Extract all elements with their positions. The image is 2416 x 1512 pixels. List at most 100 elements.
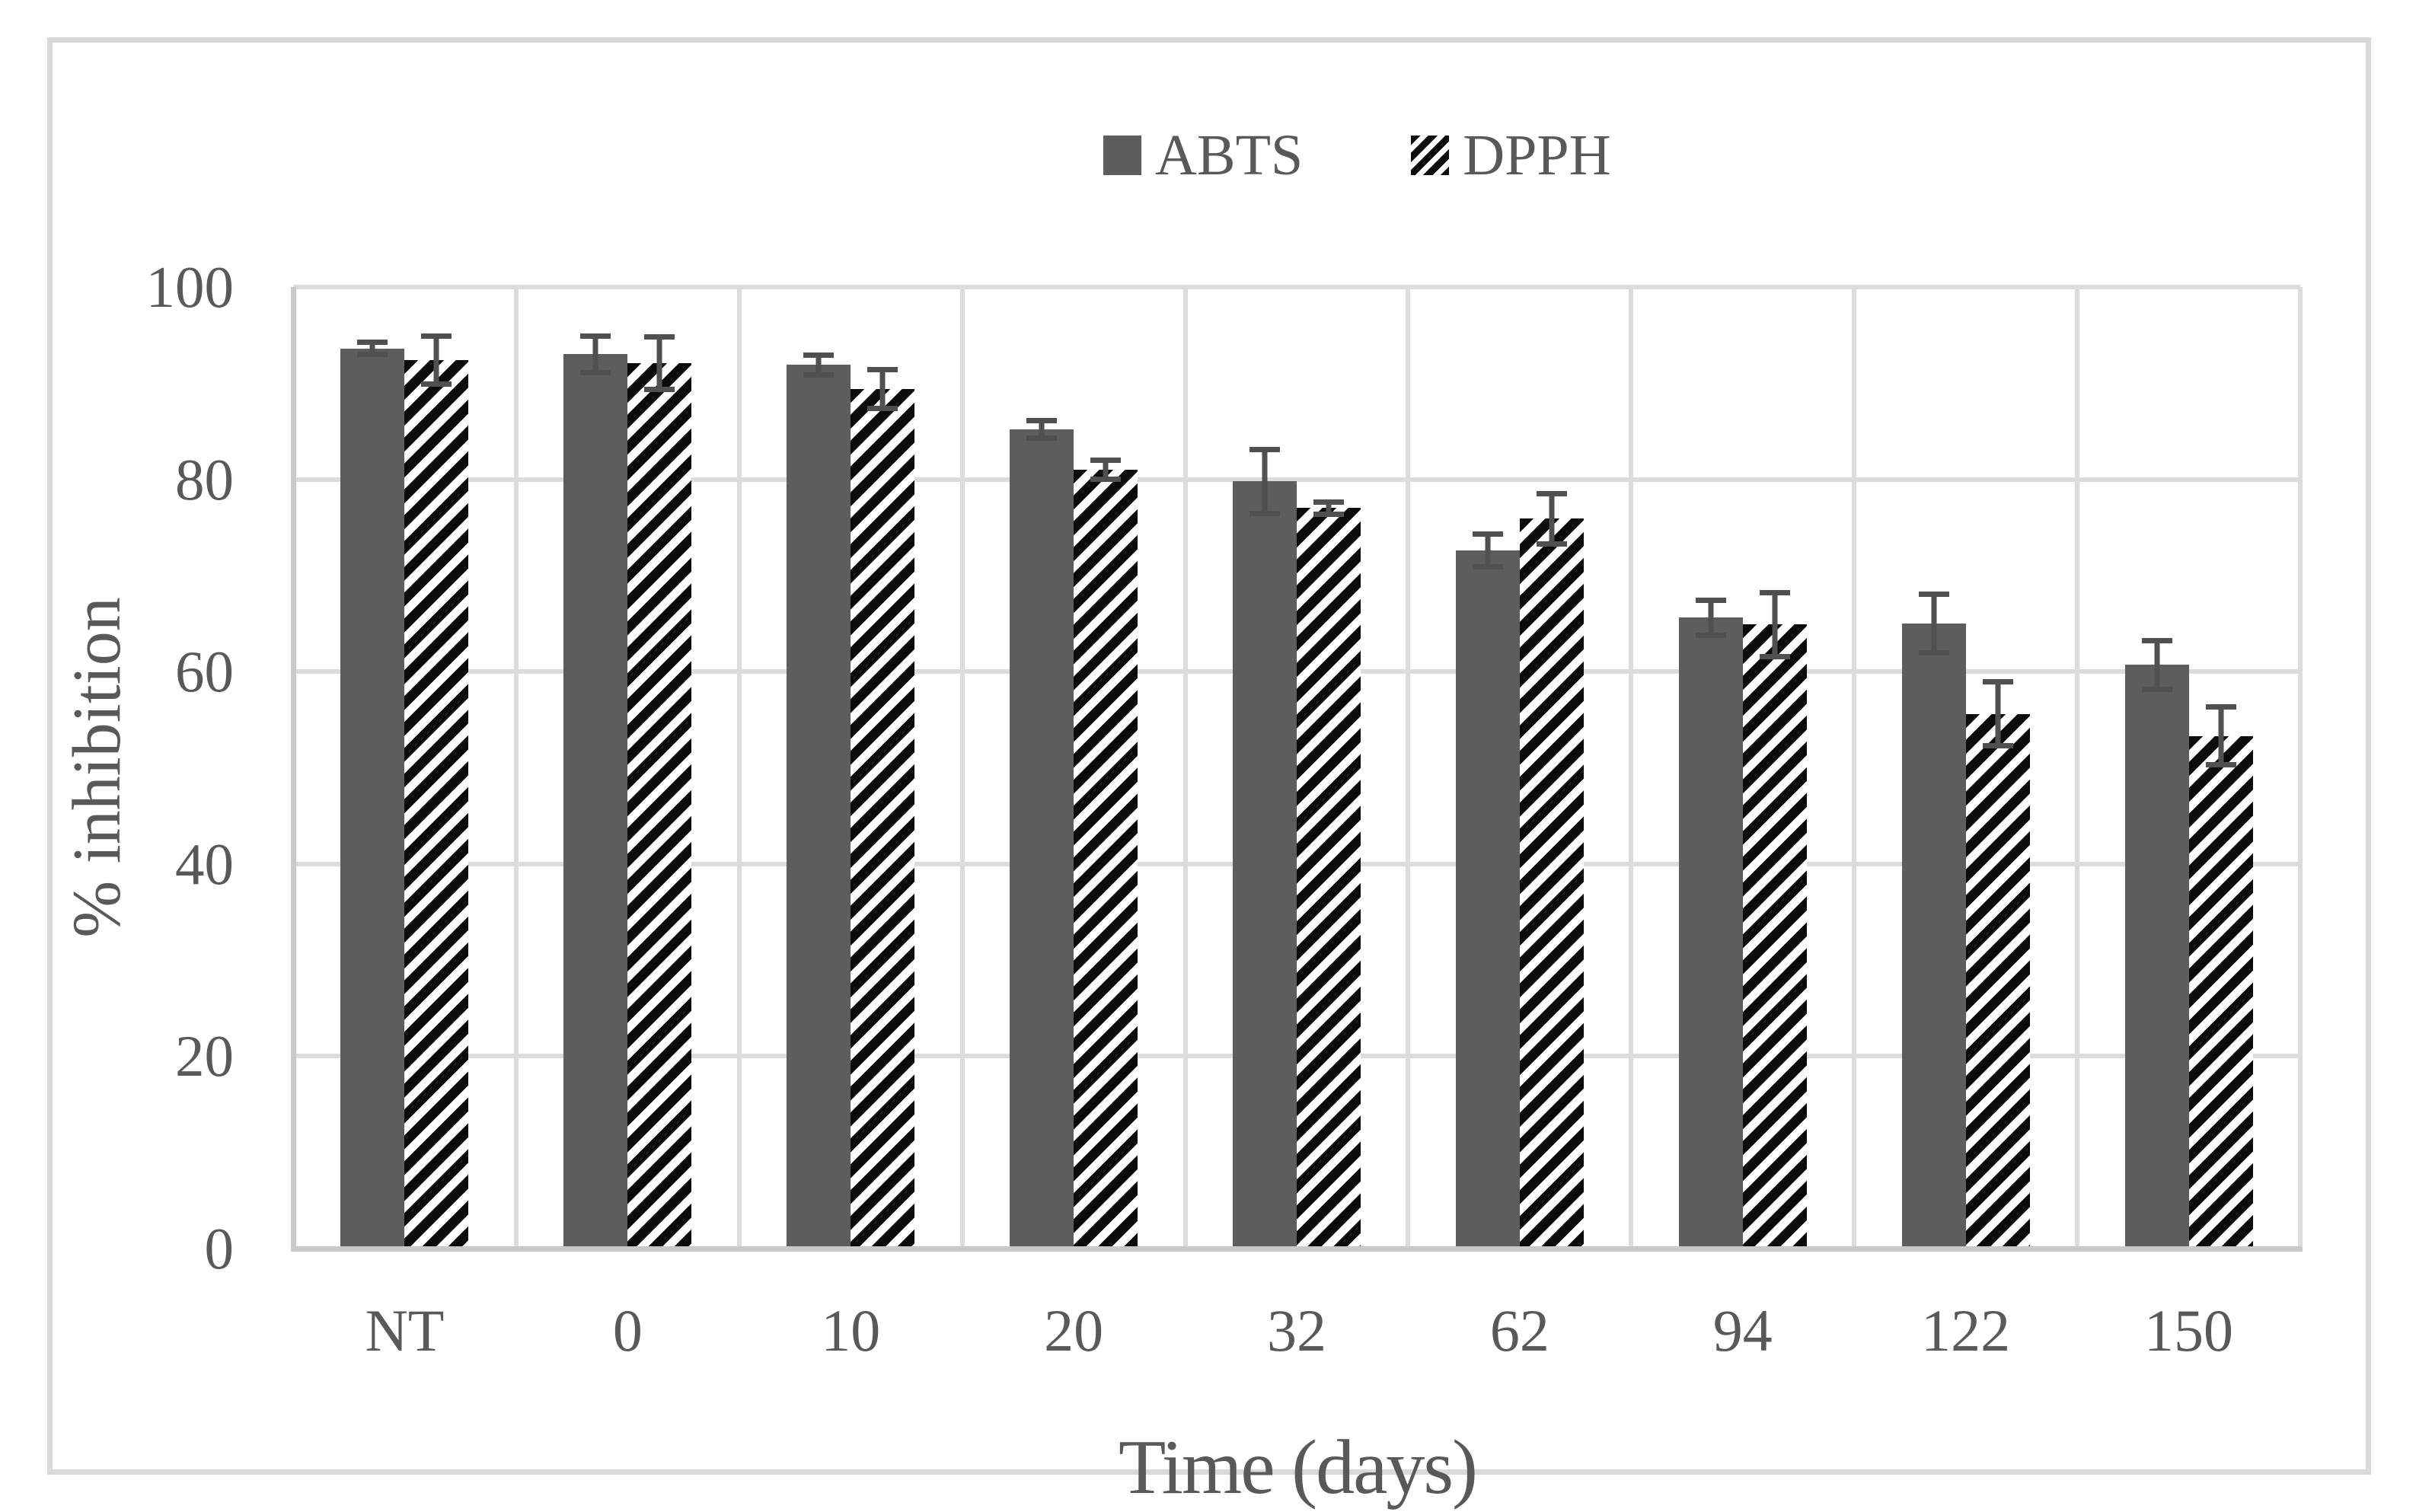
errorbar-part: [1695, 597, 1726, 603]
errorbar-part: [803, 352, 835, 358]
errorbar-part: [1536, 541, 1567, 547]
errorbar-part: [1026, 435, 1058, 442]
errorbar-part: [2154, 637, 2160, 692]
gridline-x-1: [513, 287, 519, 1249]
errorbar-abts-0: [580, 333, 611, 376]
errorbar-dpph-NT: [421, 333, 452, 388]
bar-abts-NT: [340, 348, 405, 1249]
errorbar-abts-94: [1695, 597, 1726, 638]
x-tick-label-NT: NT: [365, 1297, 445, 1364]
y-tick-label-20: 20: [175, 1023, 234, 1089]
errorbar-part: [1995, 679, 2001, 749]
errorbar-part: [815, 352, 822, 378]
errorbar-dpph-10: [867, 366, 898, 411]
bar-abts-20: [1010, 429, 1074, 1249]
errorbar-part: [1249, 446, 1280, 452]
legend-item-dpph: DPPH: [1411, 117, 1611, 193]
gridline-x-6: [1629, 287, 1634, 1249]
errorbar-part: [1982, 743, 2013, 749]
x-axis-title: Time (days): [1118, 1424, 1478, 1510]
legend-swatch-solid-icon: [1103, 136, 1141, 175]
errorbar-part: [803, 372, 835, 378]
x-tick-label-20: 20: [1044, 1297, 1104, 1364]
errorbar-part: [2141, 686, 2172, 692]
errorbar-part: [2218, 704, 2224, 768]
errorbar-part: [1026, 417, 1058, 423]
errorbar-part: [1536, 490, 1567, 496]
bar-abts-0: [563, 354, 628, 1249]
gridline-y-80: [293, 477, 2300, 482]
errorbar-part: [1262, 446, 1268, 516]
x-tick-label-94: 94: [1712, 1297, 1773, 1364]
legend: ABTS DPPH: [1103, 116, 1611, 195]
x-tick-label-150: 150: [2144, 1297, 2234, 1364]
bar-dpph-NT: [404, 359, 469, 1249]
x-tick-label-62: 62: [1489, 1297, 1549, 1364]
errorbar-part: [1759, 653, 1790, 659]
errorbar-part: [1708, 597, 1714, 638]
legend-swatch-hatched-icon: [1411, 136, 1450, 175]
errorbar-part: [1982, 679, 2013, 685]
bar-dpph-32: [1297, 508, 1361, 1249]
errorbar-abts-150: [2141, 637, 2172, 692]
errorbar-part: [2141, 637, 2172, 643]
y-tick-label-80: 80: [175, 446, 234, 512]
errorbar-part: [1695, 632, 1726, 638]
errorbar-part: [1313, 499, 1344, 506]
x-tick-label-32: 32: [1266, 1297, 1326, 1364]
errorbar-part: [369, 340, 375, 358]
errorbar-dpph-20: [1090, 457, 1122, 483]
y-tick-label-100: 100: [145, 254, 235, 320]
errorbar-part: [1090, 457, 1122, 463]
errorbar-dpph-32: [1313, 499, 1344, 517]
errorbar-abts-20: [1026, 417, 1058, 442]
errorbar-part: [580, 370, 611, 376]
x-tick-label-122: 122: [1921, 1297, 2011, 1364]
errorbar-part: [592, 333, 598, 376]
bar-dpph-0: [627, 362, 692, 1249]
y-axis-line: [291, 287, 296, 1249]
errorbar-part: [1249, 510, 1280, 516]
errorbar-part: [867, 405, 898, 411]
y-tick-label-40: 40: [175, 831, 234, 897]
errorbar-part: [1549, 490, 1555, 547]
errorbar-part: [1039, 417, 1045, 442]
bar-dpph-94: [1742, 624, 1807, 1249]
gridline-x-9: [2298, 287, 2303, 1249]
gridline-x-2: [736, 287, 742, 1249]
errorbar-part: [1772, 589, 1778, 659]
bar-dpph-10: [851, 388, 915, 1249]
errorbar-abts-32: [1249, 446, 1280, 516]
errorbar-part: [1918, 592, 1949, 598]
errorbar-abts-62: [1472, 531, 1503, 570]
bar-dpph-20: [1074, 469, 1138, 1249]
legend-label-dpph: DPPH: [1463, 123, 1611, 187]
errorbar-dpph-150: [2205, 704, 2236, 768]
errorbar-part: [644, 333, 675, 340]
bar-abts-94: [1678, 617, 1743, 1249]
bar-abts-62: [1455, 550, 1520, 1249]
errorbar-part: [1931, 592, 1937, 656]
errorbar-dpph-94: [1759, 589, 1790, 659]
errorbar-part: [1090, 477, 1122, 483]
bar-abts-10: [787, 365, 851, 1249]
gridline-x-8: [2075, 287, 2080, 1249]
errorbar-part: [1472, 564, 1503, 570]
errorbar-part: [357, 352, 388, 358]
errorbar-part: [879, 366, 886, 411]
errorbar-abts-122: [1918, 592, 1949, 656]
errorbar-part: [2205, 704, 2236, 710]
errorbar-dpph-122: [1982, 679, 2013, 749]
errorbar-part: [1313, 511, 1344, 517]
errorbar-part: [580, 333, 611, 339]
y-tick-label-0: 0: [204, 1216, 235, 1281]
bar-dpph-150: [2188, 735, 2253, 1249]
errorbar-part: [433, 333, 439, 388]
gridline-y-100: [293, 285, 2300, 289]
errorbar-part: [421, 381, 452, 388]
errorbar-part: [1918, 649, 1949, 656]
errorbar-part: [1759, 589, 1790, 595]
legend-label-abts: ABTS: [1155, 123, 1304, 187]
errorbar-abts-NT: [357, 340, 388, 358]
